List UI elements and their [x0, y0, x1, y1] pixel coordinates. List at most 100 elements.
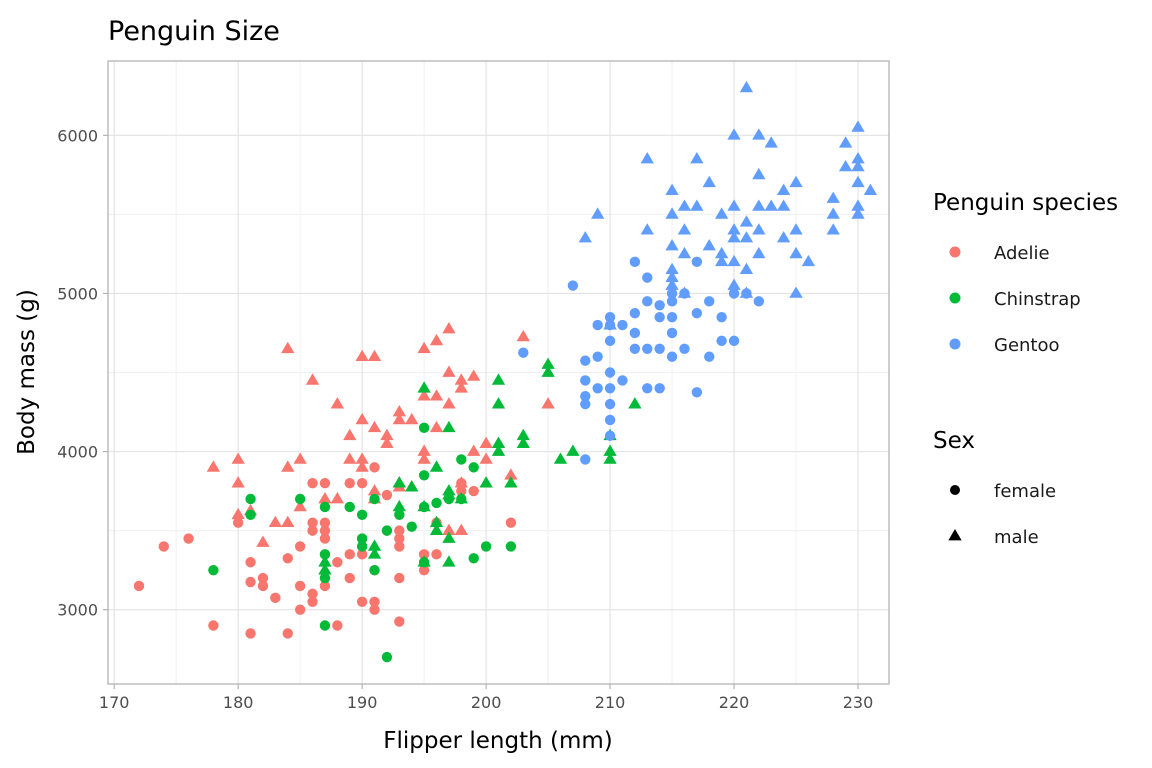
point-chinstrap-female [480, 541, 492, 552]
y-tick-label: 5000 [57, 284, 98, 303]
point-gentoo-male [764, 199, 778, 211]
point-gentoo-male [851, 152, 865, 164]
point-gentoo-male [752, 128, 766, 140]
point-gentoo-male [851, 175, 865, 188]
point-gentoo-male [776, 199, 791, 211]
legend-label-male: male [994, 527, 1039, 548]
point-adelie-female [257, 580, 269, 592]
point-adelie-male [256, 535, 270, 547]
point-adelie-female [245, 576, 256, 588]
point-gentoo-female [580, 355, 591, 366]
point-gentoo-female [691, 308, 703, 319]
y-axis-title: Body mass (g) [14, 289, 40, 455]
point-gentoo-male [752, 246, 766, 259]
point-chinstrap-male [541, 357, 555, 369]
point-gentoo-female [604, 335, 616, 347]
point-gentoo-female [518, 347, 529, 358]
legend-label-chinstrap: Chinstrap [994, 289, 1081, 310]
point-gentoo-female [580, 454, 591, 465]
point-adelie-male [417, 389, 431, 401]
point-gentoo-male [702, 175, 716, 188]
point-adelie-male [454, 476, 468, 488]
data-points [133, 80, 878, 663]
point-gentoo-female [629, 343, 641, 354]
chart-title: Penguin Size [108, 16, 280, 47]
point-chinstrap-female [369, 493, 380, 505]
point-chinstrap-male [516, 428, 530, 441]
point-adelie-female [505, 517, 517, 528]
point-gentoo-female [666, 288, 678, 299]
point-gentoo-female [604, 311, 616, 323]
point-chinstrap-male [541, 365, 555, 377]
point-adelie-male [467, 369, 481, 381]
point-chinstrap-female [505, 541, 517, 552]
point-chinstrap-female [456, 454, 467, 465]
point-adelie-male [367, 349, 382, 362]
point-adelie-male [442, 365, 456, 377]
point-adelie-male [343, 428, 357, 441]
point-adelie-male [318, 491, 332, 504]
point-gentoo-female [580, 375, 591, 386]
y-tick-label: 3000 [57, 601, 98, 620]
point-adelie-female [356, 549, 368, 560]
point-chinstrap-female [356, 509, 368, 521]
point-adelie-female [319, 517, 331, 528]
point-adelie-male [454, 373, 468, 385]
plot-panel-border [107, 60, 890, 685]
point-chinstrap-male [367, 547, 382, 559]
point-adelie-male [206, 460, 221, 472]
legend-label-adelie: Adelie [994, 243, 1050, 264]
point-gentoo-male [752, 167, 766, 180]
point-gentoo-female [642, 296, 653, 307]
point-adelie-male [516, 329, 530, 342]
point-gentoo-male [591, 207, 605, 219]
point-gentoo-male [739, 231, 754, 243]
y-tick-label: 4000 [57, 443, 98, 462]
point-adelie-male [293, 452, 307, 464]
point-adelie-male [467, 444, 481, 456]
point-adelie-male [504, 468, 518, 480]
point-adelie-male [231, 476, 245, 488]
point-adelie-female [381, 489, 393, 501]
x-tick-label: 210 [595, 693, 626, 712]
point-chinstrap-male [442, 531, 456, 543]
point-adelie-female [394, 616, 405, 627]
point-gentoo-female [666, 311, 678, 323]
point-gentoo-female [666, 296, 678, 307]
point-chinstrap-male [429, 460, 444, 472]
point-chinstrap-female [319, 572, 331, 584]
point-adelie-female [344, 572, 355, 584]
point-gentoo-female [604, 367, 616, 378]
point-adelie-female [418, 549, 430, 560]
point-gentoo-male [677, 223, 692, 235]
point-chinstrap-female [418, 470, 430, 481]
point-adelie-male [355, 452, 369, 464]
point-gentoo-female [642, 383, 653, 394]
point-adelie-female [294, 541, 306, 552]
point-gentoo-male [801, 254, 816, 267]
point-gentoo-female [642, 343, 653, 354]
point-chinstrap-male [417, 381, 431, 393]
point-gentoo-female [728, 288, 740, 299]
point-adelie-female [418, 564, 430, 576]
point-chinstrap-male [491, 436, 506, 448]
point-adelie-female [468, 485, 479, 497]
point-gentoo-female [716, 311, 727, 323]
point-gentoo-male [727, 223, 741, 235]
point-adelie-female [307, 525, 318, 536]
point-gentoo-female [604, 383, 616, 394]
point-gentoo-male [603, 318, 617, 330]
point-gentoo-female [617, 375, 628, 386]
point-adelie-male [367, 484, 382, 496]
point-chinstrap-female [245, 493, 256, 505]
point-adelie-male [392, 412, 406, 425]
sex-legend-title: Sex [933, 428, 975, 454]
point-gentoo-male [665, 239, 679, 251]
point-chinstrap-male [491, 397, 506, 409]
point-gentoo-male [640, 152, 654, 164]
point-chinstrap-male [405, 480, 419, 492]
point-gentoo-female [753, 296, 765, 307]
point-adelie-male [454, 523, 468, 535]
point-gentoo-male [727, 199, 741, 211]
